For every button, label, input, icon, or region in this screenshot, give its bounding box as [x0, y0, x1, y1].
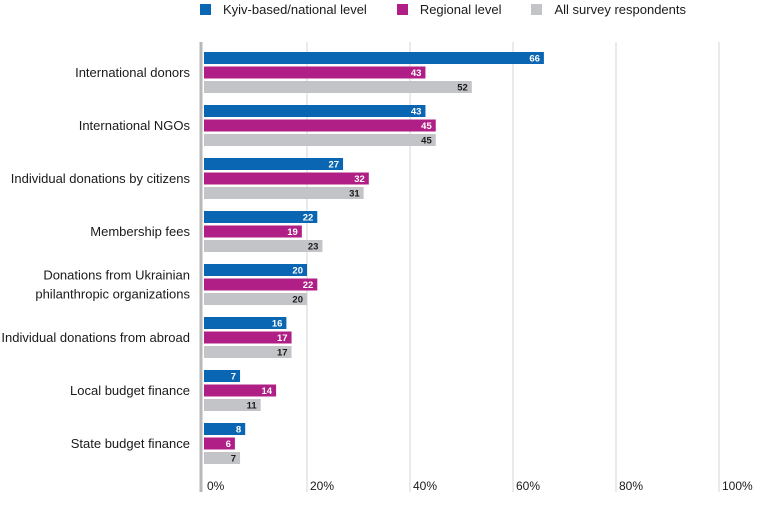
category-label: Local budget finance — [70, 383, 190, 398]
bar — [204, 317, 287, 329]
category-label-line: Individual donations from abroad — [1, 330, 190, 345]
bar — [204, 423, 246, 435]
category-label-line: International NGOs — [79, 118, 191, 133]
bar — [204, 211, 318, 223]
bar-value-label: 52 — [457, 83, 468, 94]
category-label-line: Individual donations by citizens — [11, 171, 191, 186]
bar — [204, 293, 307, 305]
bar-value-label: 20 — [292, 266, 303, 277]
x-tick-label: 40% — [413, 479, 437, 493]
bar-value-label: 31 — [349, 189, 360, 200]
category-label-line: International donors — [75, 65, 190, 80]
bar — [204, 264, 307, 276]
bar — [204, 119, 436, 132]
category-label: International donors — [75, 65, 190, 80]
x-tick-label: 100% — [722, 479, 753, 493]
x-tick-label: 20% — [310, 479, 334, 493]
bar-value-label: 45 — [421, 136, 432, 147]
bar — [204, 187, 364, 199]
bar-value-label: 7 — [231, 372, 236, 383]
category-label-line: Donations from Ukrainian — [43, 268, 190, 283]
category-label-line: Local budget finance — [70, 383, 190, 398]
bar — [204, 66, 426, 79]
bar-value-label: 17 — [277, 348, 288, 359]
bar-value-label: 22 — [303, 213, 314, 224]
legend: Kyiv-based/national level Regional level… — [200, 2, 686, 17]
bar-value-label: 32 — [354, 174, 365, 185]
bar — [204, 158, 344, 170]
bar — [204, 331, 292, 344]
bar-value-label: 17 — [277, 333, 288, 344]
bar-value-label: 27 — [328, 160, 339, 171]
legend-swatch-all — [531, 4, 543, 15]
bar — [204, 52, 544, 64]
bar — [204, 399, 261, 411]
category-label: International NGOs — [79, 118, 191, 133]
bar — [204, 346, 292, 358]
category-label-line: Membership fees — [90, 224, 190, 239]
category-label: Individual donations by citizens — [11, 171, 191, 186]
bar — [204, 81, 472, 93]
bar-value-label: 20 — [292, 295, 303, 306]
x-tick-label: 0% — [207, 479, 225, 493]
bar-value-label: 7 — [231, 454, 236, 465]
bar — [204, 370, 241, 382]
bar — [204, 437, 235, 450]
bar-value-label: 45 — [421, 121, 432, 132]
legend-item-all: All survey respondents — [531, 2, 686, 17]
category-label: Donations from Ukrainian philanthropic or… — [35, 268, 190, 302]
bar — [204, 225, 302, 238]
bar-value-label: 8 — [236, 425, 241, 436]
legend-label-regional: Regional level — [419, 2, 502, 17]
bar-value-label: 14 — [262, 386, 273, 397]
bar-value-label: 43 — [411, 68, 422, 79]
bar-value-label: 19 — [287, 227, 298, 238]
bar — [204, 452, 241, 464]
bar-value-label: 43 — [411, 107, 422, 118]
category-label-line: philanthropic organizations — [35, 287, 190, 302]
bar-value-label: 11 — [247, 401, 258, 412]
legend-label-kyiv: Kyiv-based/national level — [223, 2, 367, 17]
bar-value-label: 23 — [308, 242, 319, 253]
bar-value-label: 16 — [272, 319, 283, 330]
x-tick-label: 60% — [516, 479, 540, 493]
category-label: Individual donations from abroad — [1, 330, 190, 345]
bar — [204, 278, 318, 291]
category-label: State budget finance — [71, 436, 190, 451]
bar-value-label: 66 — [529, 54, 540, 65]
legend-label-all: All survey respondents — [554, 2, 686, 17]
category-label: Membership fees — [90, 224, 190, 239]
bar — [204, 172, 369, 185]
bar — [204, 384, 277, 397]
bar-value-label: 6 — [226, 439, 231, 450]
legend-item-kyiv: Kyiv-based/national level — [200, 2, 367, 17]
bar — [204, 105, 426, 117]
legend-swatch-regional — [396, 4, 408, 15]
bar — [204, 240, 323, 252]
bar-value-label: 22 — [303, 280, 314, 291]
legend-item-regional: Regional level — [396, 2, 502, 17]
bar — [204, 134, 436, 146]
legend-swatch-kyiv — [200, 4, 211, 15]
category-label-line: State budget finance — [71, 436, 190, 451]
x-tick-label: 80% — [619, 479, 643, 493]
